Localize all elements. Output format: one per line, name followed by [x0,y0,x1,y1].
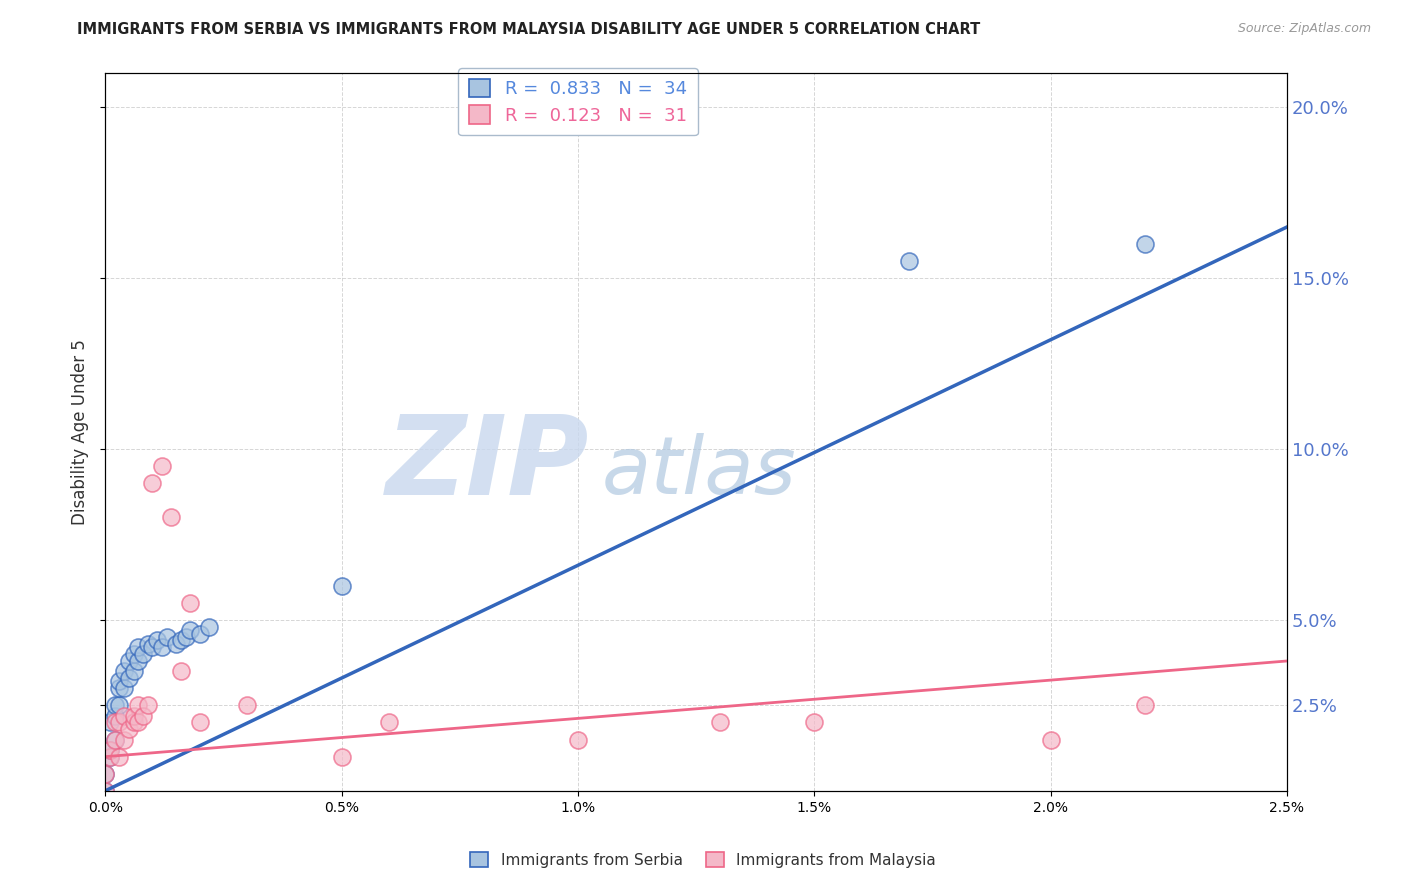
Point [94,784,117,798]
Point [132,708,155,723]
Point [179,624,201,638]
Point [94,784,117,798]
Legend: R =  0.833   N =  34, R =  0.123   N =  31: R = 0.833 N = 34, R = 0.123 N = 31 [458,68,697,136]
Point [165,637,187,651]
Point [1133,237,1156,252]
Point [108,715,131,730]
Point [198,620,221,634]
Point [112,708,135,723]
Point [127,698,149,713]
Point [897,254,920,268]
Point [141,640,163,655]
Point [108,681,131,696]
Point [179,596,201,610]
Point [150,459,173,474]
Point [98,715,121,730]
Point [104,732,127,747]
Point [118,654,141,668]
Point [803,715,825,730]
Point [112,732,135,747]
Text: IMMIGRANTS FROM SERBIA VS IMMIGRANTS FROM MALAYSIA DISABILITY AGE UNDER 5 CORREL: IMMIGRANTS FROM SERBIA VS IMMIGRANTS FRO… [77,22,980,37]
Point [150,640,173,655]
Point [104,732,127,747]
Point [188,715,211,730]
Point [94,766,117,780]
Point [1039,732,1062,747]
Point [104,698,127,713]
Point [170,665,193,679]
Point [98,743,121,757]
Point [146,633,169,648]
Point [112,665,135,679]
Point [127,640,149,655]
Point [108,749,131,764]
Point [567,732,589,747]
Point [709,715,731,730]
Point [188,626,211,640]
Point [127,715,149,730]
Point [108,674,131,689]
Point [122,647,145,661]
Point [141,476,163,491]
Point [132,647,155,661]
Point [1133,698,1156,713]
Point [122,665,145,679]
Text: Source: ZipAtlas.com: Source: ZipAtlas.com [1237,22,1371,36]
Text: atlas: atlas [602,433,796,510]
Point [108,698,131,713]
Point [170,633,193,648]
Point [160,510,183,524]
Point [112,681,135,696]
Point [236,698,259,713]
Legend: Immigrants from Serbia, Immigrants from Malaysia: Immigrants from Serbia, Immigrants from … [464,846,942,873]
Point [104,715,127,730]
Point [136,698,159,713]
Point [122,715,145,730]
Point [136,637,159,651]
Point [156,630,179,644]
Point [122,708,145,723]
Point [98,749,121,764]
Point [94,766,117,780]
Point [98,743,121,757]
Point [330,579,353,593]
Y-axis label: Disability Age Under 5: Disability Age Under 5 [72,339,89,525]
Point [127,654,149,668]
Point [330,749,353,764]
Point [174,630,197,644]
Point [98,749,121,764]
Point [118,671,141,685]
Point [104,708,127,723]
Text: ZIP: ZIP [387,411,589,518]
Point [378,715,401,730]
Point [118,723,141,737]
